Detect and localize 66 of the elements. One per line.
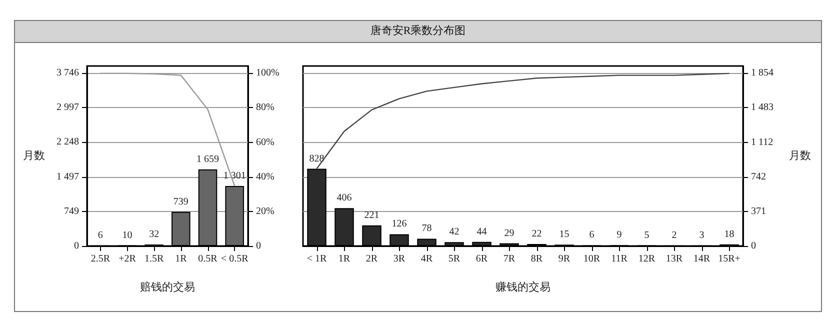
data-label: 9 (616, 230, 622, 241)
data-label: 29 (504, 228, 514, 239)
y-tick-label: 749 (64, 206, 79, 217)
y2-tick-label: 742 (751, 171, 766, 182)
data-label: 18 (724, 228, 734, 240)
y2-tick-label: 1 483 (751, 102, 774, 114)
x-axis-title: 赚钱的交易 (496, 280, 550, 294)
x-tick-label: 4R (420, 254, 433, 264)
data-label: 6 (98, 230, 103, 241)
data-label: 2 (672, 230, 677, 241)
data-label: 22 (532, 228, 542, 240)
x-tick-label: 8R (530, 254, 543, 264)
x-tick-label: 1.5R (144, 254, 164, 264)
y-tick-label: 2 997 (56, 102, 79, 114)
data-label: 739 (173, 196, 188, 208)
x-tick-label: 13R (666, 254, 683, 264)
y-axis-title: 月数 (23, 150, 45, 162)
data-label: 406 (336, 192, 352, 204)
text: 唐奇安R乘数分布图 (15, 21, 821, 43)
x-tick-label: 14R (693, 254, 710, 264)
y2-tick-label: 0 (256, 240, 261, 252)
data-label: 10 (122, 230, 132, 241)
y2-tick-label: 60% (256, 136, 274, 148)
data-label: 1 301 (223, 170, 246, 182)
data-label: 44 (476, 226, 487, 238)
x-tick-label: 6R (476, 254, 488, 264)
x-tick-label: < 0.5R (220, 254, 249, 264)
y2-tick-label: 20% (256, 206, 274, 217)
x-tick-label: 0.5R (198, 254, 218, 264)
y2-tick-label: 371 (751, 206, 766, 217)
data-label: 32 (149, 229, 160, 240)
x-tick-label: 12R (638, 254, 656, 264)
data-label: 42 (449, 226, 460, 238)
y2-tick-label: 100% (256, 68, 280, 79)
x-tick-label: 1R (338, 254, 350, 264)
x-tick-label: 2R (366, 254, 378, 264)
x-tick-label: 9R (558, 254, 570, 264)
data-label: 3 (699, 230, 704, 241)
y2-tick-label: 80% (256, 102, 274, 114)
x-tick-label: 5R (448, 254, 460, 264)
y2-axis-title: 月数 (789, 150, 811, 162)
data-label: 5 (644, 230, 650, 241)
data-label: 15 (559, 229, 570, 240)
x-tick-label: 11R (611, 254, 628, 264)
y2-tick-label: 40% (256, 171, 274, 182)
y2-tick-label: 1 112 (751, 136, 774, 148)
x-tick-label: +2R (118, 254, 136, 264)
y-tick-label: 2 248 (56, 136, 79, 148)
data-label: 126 (392, 218, 407, 230)
y2-tick-label: 1 854 (751, 68, 774, 79)
x-tick-label: 10R (583, 254, 600, 264)
x-tick-label: 15R+ (718, 254, 741, 264)
y2-tick-label: 0 (751, 240, 756, 252)
data-label: 78 (422, 223, 432, 234)
data-label: 1 659 (196, 154, 219, 165)
x-tick-label: 2.5R (90, 254, 110, 264)
x-tick-label: 7R (503, 254, 516, 264)
data-label: 6 (589, 230, 594, 241)
x-tick-label: 3R (393, 254, 406, 264)
x-axis-title: 赔钱的交易 (140, 280, 195, 294)
data-label: 221 (364, 210, 380, 221)
y-tick-label: 1 497 (56, 171, 79, 182)
y-tick-label: 3 746 (56, 68, 79, 79)
y-tick-label: 0 (74, 240, 79, 252)
x-tick-label: < 1R (306, 254, 327, 264)
x-tick-label: 1R (175, 254, 188, 264)
